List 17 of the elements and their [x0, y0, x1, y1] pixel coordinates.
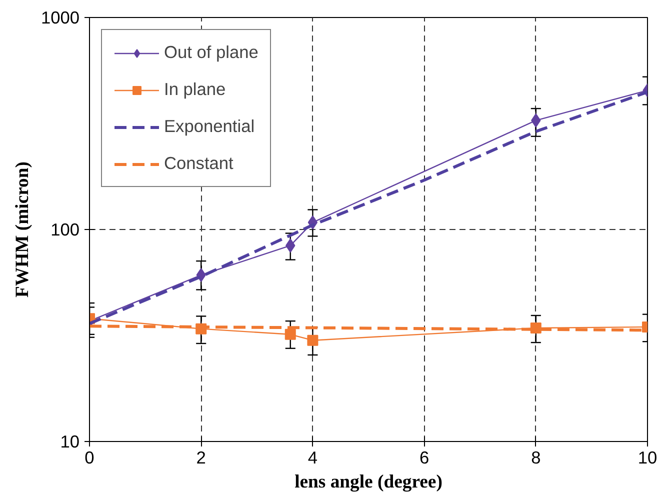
- x-tick-label: 8: [531, 448, 541, 468]
- x-tick-label: 0: [84, 448, 94, 468]
- legend-label: Constant: [164, 153, 234, 174]
- point: [284, 328, 296, 340]
- legend-label: In plane: [164, 79, 226, 100]
- legend-label: Out of plane: [164, 42, 258, 63]
- y-axis-title: FWHM (micron): [12, 162, 33, 298]
- x-tick-label: 10: [638, 448, 658, 468]
- x-tick-label: 6: [419, 448, 430, 468]
- y-tick-label: 1000: [40, 8, 80, 28]
- x-axis-title: lens angle (degree): [294, 472, 442, 492]
- y-tick-label: 100: [50, 220, 80, 240]
- x-tick-label: 4: [308, 448, 318, 468]
- legend-label: Exponential: [164, 116, 255, 137]
- y-tick-label: 10: [60, 432, 80, 452]
- x-tick-label: 2: [196, 448, 206, 468]
- point: [307, 334, 318, 346]
